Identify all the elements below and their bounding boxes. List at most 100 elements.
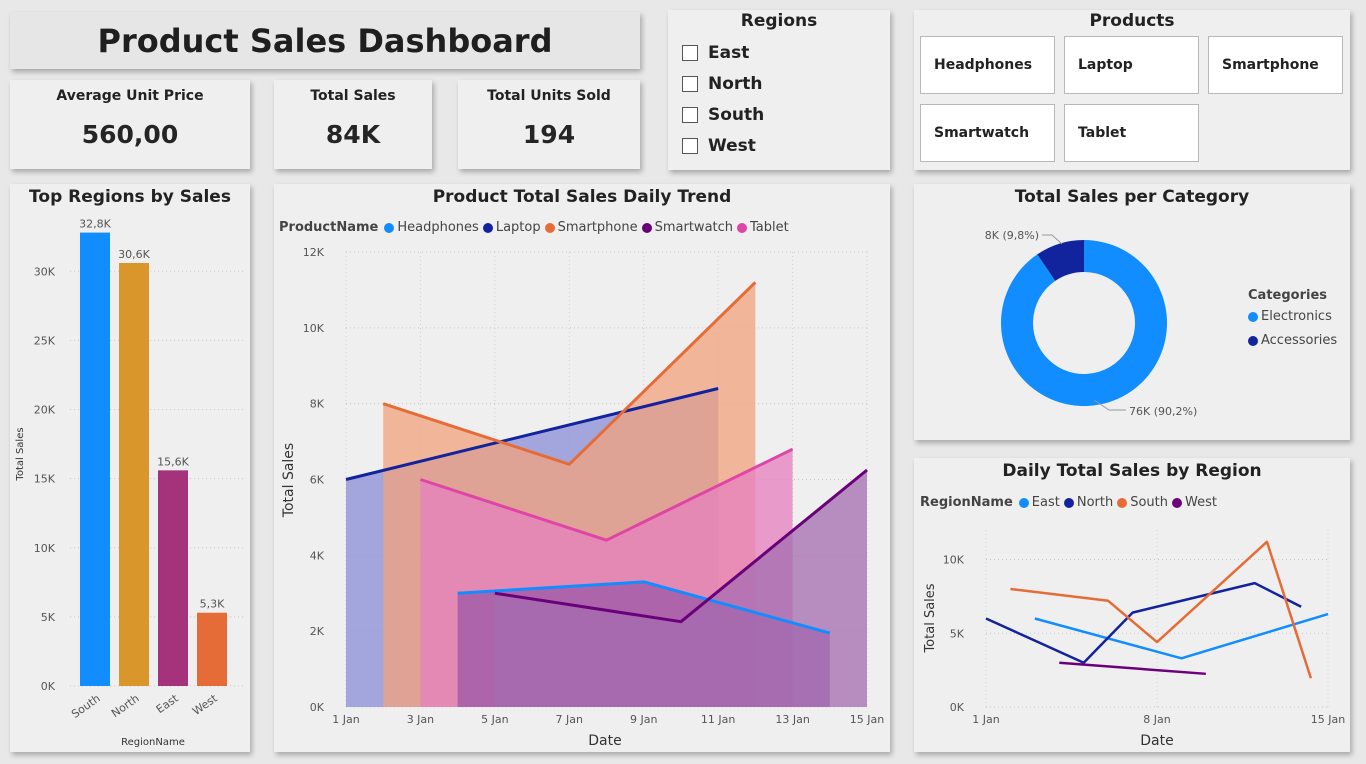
legend-title: RegionName (920, 495, 1013, 510)
legend-item-electronics[interactable]: Electronics (1248, 309, 1337, 324)
x-tick-label: 3 Jan (407, 713, 434, 726)
product-tile-smartphone[interactable]: Smartphone (1208, 36, 1343, 94)
data-label: 76K (90,2%) (1129, 405, 1197, 418)
legend-item-accessories[interactable]: Accessories (1248, 333, 1337, 348)
series-line (1059, 661, 1206, 676)
legend-label: South (1130, 495, 1168, 510)
legend-dot (737, 222, 748, 233)
legend-dot (1248, 311, 1258, 322)
y-axis-label: Total Sales (281, 443, 297, 518)
y-tick-label: 2K (310, 625, 325, 638)
products-slicer-title: Products (1089, 11, 1175, 31)
series-line (1034, 612, 1329, 660)
x-tick-label: North (109, 692, 142, 720)
region-option-label: North (708, 73, 763, 94)
x-tick-label: 5 Jan (481, 713, 508, 726)
kpi-value: 84K (325, 120, 381, 149)
x-tick-label: 7 Jan (556, 713, 583, 726)
y-axis-label: Total Sales (15, 427, 26, 481)
legend-title: Categories (1248, 288, 1328, 303)
x-tick-label: 9 Jan (630, 713, 657, 726)
series-line (494, 468, 868, 624)
series-line (457, 580, 831, 635)
chart-title: Top Regions by Sales (29, 187, 231, 207)
region-trend-legend: RegionName East North South West (920, 495, 1221, 510)
kpi-value: 194 (522, 120, 576, 149)
data-label: 32,8K (79, 218, 111, 231)
product-trend-legend: ProductName Headphones Laptop Smartphone Sm… (279, 220, 793, 235)
legend-label: North (1076, 495, 1114, 510)
x-tick-label: 11 Jan (701, 713, 735, 726)
data-label: 8K (9,8%) (985, 229, 1039, 242)
region-option-label: West (708, 135, 756, 156)
region-option-east[interactable]: East (668, 37, 890, 68)
region-option-west[interactable]: West (668, 130, 890, 161)
checkbox[interactable] (682, 106, 698, 123)
y-tick-label: 20K (34, 404, 56, 417)
legend-item[interactable]: West (1172, 495, 1217, 510)
legend-label: West (1185, 495, 1217, 510)
y-tick-label: 12K (303, 246, 325, 259)
y-tick-label: 0K (310, 701, 325, 714)
y-tick-label: 25K (34, 334, 56, 347)
x-tick-label: East (154, 691, 181, 716)
legend-dot (544, 222, 555, 233)
regions-slicer-title: Regions (740, 11, 818, 31)
region-trend-chart-card: Daily Total Sales by Region RegionName E… (914, 458, 1350, 752)
bar (80, 232, 110, 686)
y-tick-label: 6K (310, 474, 325, 487)
regions-slicer: Regions East North South West (668, 10, 890, 170)
legend-item[interactable]: East (1018, 495, 1060, 510)
x-tick-label: 1 Jan (332, 713, 359, 726)
series-line (985, 581, 1302, 664)
legend-item[interactable]: Laptop (482, 220, 541, 235)
legend-item[interactable]: Tablet (737, 220, 789, 235)
product-tile-smartwatch[interactable]: Smartwatch (920, 104, 1055, 162)
kpi-value: 560,00 (81, 120, 179, 149)
y-tick-label: 30K (34, 265, 56, 278)
legend-dot (1248, 335, 1258, 346)
checkbox[interactable] (682, 44, 698, 61)
legend-label: Smartphone (557, 220, 638, 235)
x-tick-label: 13 Jan (775, 713, 809, 726)
y-tick-label: 0K (950, 701, 965, 714)
region-option-north[interactable]: North (668, 68, 890, 99)
y-tick-label: 10K (303, 322, 325, 335)
region-option-south[interactable]: South (668, 99, 890, 130)
legend-item[interactable]: Headphones (384, 220, 479, 235)
region-option-label: South (708, 104, 765, 125)
series-line (345, 387, 719, 481)
legend-item[interactable]: South (1117, 495, 1168, 510)
y-tick-label: 4K (310, 549, 325, 562)
product-tile-laptop[interactable]: Laptop (1064, 36, 1199, 94)
series-line (419, 447, 794, 542)
title-card: Product Sales Dashboard (10, 12, 640, 69)
x-axis-label: Date (588, 733, 621, 749)
category-donut-card: Total Sales per Category 76K (90,2%) 8K (… (914, 184, 1350, 440)
page-title: Product Sales Dashboard (97, 21, 553, 60)
legend-item[interactable]: North (1063, 495, 1114, 510)
legend-dot (1018, 497, 1029, 508)
legend-item[interactable]: Smartwatch (641, 220, 733, 235)
products-slicer: Products Headphones Laptop Smartphone Sm… (914, 10, 1350, 170)
legend-label: Electronics (1261, 309, 1332, 324)
kpi-average-unit-price: Average Unit Price 560,00 (10, 80, 250, 169)
checkbox[interactable] (682, 137, 698, 154)
product-tile-tablet[interactable]: Tablet (1064, 104, 1199, 162)
legend-item[interactable]: Smartphone (544, 220, 638, 235)
leader-line (1093, 399, 1126, 411)
legend-label: East (1031, 495, 1060, 510)
legend-dot (482, 222, 493, 233)
product-trend-chart-card: Product Total Sales Daily Trend ProductN… (274, 184, 890, 752)
checkbox[interactable] (682, 75, 698, 92)
bar (197, 612, 227, 686)
region-trend-line-chart: 0K 5K 10K 1 Jan 8 Jan 15 Jan Date Total Sales (923, 530, 1345, 749)
x-tick-label: South (69, 692, 103, 721)
y-tick-label: 15K (34, 473, 56, 486)
area-fill (494, 470, 867, 707)
product-tile-headphones[interactable]: Headphones (920, 36, 1055, 94)
kpi-label: Average Unit Price (56, 88, 204, 104)
legend-label: Laptop (495, 220, 541, 235)
data-label: 5,3K (200, 598, 225, 611)
top-regions-bar-chart: 0K 5K 10K 15K 20K 25K 30K 32,8K South 30,6K North 1… (15, 218, 244, 748)
